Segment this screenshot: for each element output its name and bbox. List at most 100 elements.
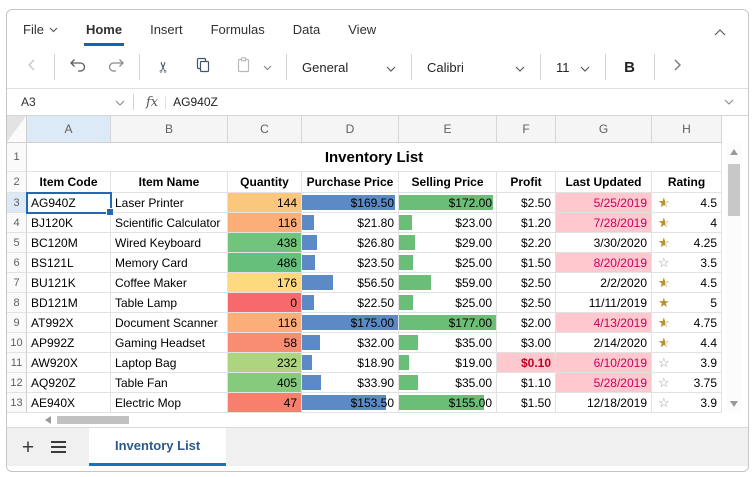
- cell-e4[interactable]: $23.00: [399, 213, 497, 233]
- cell-h9[interactable]: ☆★ 4.75: [652, 313, 722, 333]
- cell-h4[interactable]: ☆★ 4: [652, 213, 722, 233]
- cell-b8[interactable]: Table Lamp: [111, 293, 228, 313]
- row-header-1[interactable]: 1: [7, 143, 27, 172]
- cell-d6[interactable]: $23.50: [302, 253, 399, 273]
- header-cell-h2[interactable]: Rating: [652, 172, 722, 193]
- cell-b7[interactable]: Coffee Maker: [111, 273, 228, 293]
- header-cell-c2[interactable]: Quantity: [228, 172, 302, 193]
- cell-h13[interactable]: ☆ 3.9: [652, 393, 722, 413]
- header-cell-f2[interactable]: Profit: [497, 172, 556, 193]
- header-cell-e2[interactable]: Selling Price: [399, 172, 497, 193]
- cell-c5[interactable]: 438: [228, 233, 302, 253]
- column-header-h[interactable]: H: [652, 116, 722, 143]
- cell-b11[interactable]: Laptop Bag: [111, 353, 228, 373]
- cell-title[interactable]: Inventory List: [27, 143, 722, 172]
- paste-dropdown-button[interactable]: [257, 53, 277, 81]
- cell-h6[interactable]: ☆ 3.5: [652, 253, 722, 273]
- scroll-up-arrow-icon[interactable]: [730, 149, 738, 155]
- horizontal-scrollbar[interactable]: [7, 413, 748, 427]
- cell-d7[interactable]: $56.50: [302, 273, 399, 293]
- bold-button[interactable]: B: [624, 58, 635, 76]
- cell-h3[interactable]: ☆★ 4.5: [652, 193, 722, 213]
- cell-a10[interactable]: AP992Z: [27, 333, 111, 353]
- cell-e11[interactable]: $19.00: [399, 353, 497, 373]
- scroll-left-arrow-icon[interactable]: [45, 416, 51, 424]
- header-cell-a2[interactable]: Item Code: [27, 172, 111, 193]
- cell-a12[interactable]: AQ920Z: [27, 373, 111, 393]
- menu-view[interactable]: View: [346, 14, 378, 46]
- cell-d10[interactable]: $32.00: [302, 333, 399, 353]
- cell-g7[interactable]: 2/2/2020: [556, 273, 652, 293]
- row-header-2[interactable]: 2: [7, 172, 27, 193]
- column-header-c[interactable]: C: [228, 116, 302, 143]
- cell-g10[interactable]: 2/14/2020: [556, 333, 652, 353]
- cell-f13[interactable]: $1.50: [497, 393, 556, 413]
- cell-e7[interactable]: $59.00: [399, 273, 497, 293]
- cell-g13[interactable]: 12/18/2019: [556, 393, 652, 413]
- add-sheet-button[interactable]: +: [13, 432, 43, 462]
- expand-formula-bar-button[interactable]: [724, 99, 748, 105]
- redo-button[interactable]: [102, 53, 130, 81]
- cell-b5[interactable]: Wired Keyboard: [111, 233, 228, 253]
- row-header-5[interactable]: 5: [7, 233, 27, 253]
- cell-h8[interactable]: ★ 5: [652, 293, 722, 313]
- cell-e6[interactable]: $25.00: [399, 253, 497, 273]
- ribbon-scroll-left-button[interactable]: [17, 53, 45, 81]
- cell-h5[interactable]: ☆★ 4.25: [652, 233, 722, 253]
- column-header-d[interactable]: D: [302, 116, 399, 143]
- cell-b9[interactable]: Document Scanner: [111, 313, 228, 333]
- cell-c8[interactable]: 0: [228, 293, 302, 313]
- cell-d11[interactable]: $18.90: [302, 353, 399, 373]
- column-header-e[interactable]: E: [399, 116, 497, 143]
- column-header-g[interactable]: G: [556, 116, 652, 143]
- name-box[interactable]: A3: [7, 95, 133, 109]
- cell-e9[interactable]: $177.00: [399, 313, 497, 333]
- header-cell-b2[interactable]: Item Name: [111, 172, 228, 193]
- row-header-6[interactable]: 6: [7, 253, 27, 273]
- cell-b12[interactable]: Table Fan: [111, 373, 228, 393]
- cell-a4[interactable]: BJ120K: [27, 213, 111, 233]
- row-header-9[interactable]: 9: [7, 313, 27, 333]
- horizontal-scroll-thumb[interactable]: [57, 416, 129, 424]
- cell-c6[interactable]: 486: [228, 253, 302, 273]
- ribbon-scroll-right-button[interactable]: [664, 53, 692, 81]
- cell-g11[interactable]: 6/10/2019: [556, 353, 652, 373]
- cell-g6[interactable]: 8/20/2019: [556, 253, 652, 273]
- cell-b10[interactable]: Gaming Headset: [111, 333, 228, 353]
- cell-b13[interactable]: Electric Mop: [111, 393, 228, 413]
- cell-h11[interactable]: ☆ 3.9: [652, 353, 722, 373]
- number-format-dropdown[interactable]: General: [296, 60, 402, 75]
- cell-b6[interactable]: Memory Card: [111, 253, 228, 273]
- cell-c13[interactable]: 47: [228, 393, 302, 413]
- row-header-13[interactable]: 13: [7, 393, 27, 413]
- cell-a11[interactable]: AW920X: [27, 353, 111, 373]
- cell-a13[interactable]: AE940X: [27, 393, 111, 413]
- cell-f7[interactable]: $2.50: [497, 273, 556, 293]
- undo-button[interactable]: [64, 53, 92, 81]
- cell-e3[interactable]: $172.00: [399, 193, 497, 213]
- cell-f8[interactable]: $2.50: [497, 293, 556, 313]
- cell-f12[interactable]: $1.10: [497, 373, 556, 393]
- sheet-list-button[interactable]: [43, 432, 73, 462]
- cell-h10[interactable]: ☆★ 4.4: [652, 333, 722, 353]
- sheet-tab-inventory-list[interactable]: Inventory List: [89, 428, 227, 466]
- scroll-down-arrow-icon[interactable]: [730, 401, 738, 407]
- cell-b4[interactable]: Scientific Calculator: [111, 213, 228, 233]
- cell-c3[interactable]: 144: [228, 193, 302, 213]
- font-size-dropdown[interactable]: 11: [550, 60, 596, 75]
- row-header-3[interactable]: 3: [7, 193, 27, 213]
- cell-h12[interactable]: ☆ 3.75: [652, 373, 722, 393]
- collapse-ribbon-button[interactable]: [706, 18, 734, 46]
- menu-formulas[interactable]: Formulas: [209, 14, 267, 46]
- cell-g12[interactable]: 5/28/2019: [556, 373, 652, 393]
- header-cell-d2[interactable]: Purchase Price: [302, 172, 399, 193]
- cell-c10[interactable]: 58: [228, 333, 302, 353]
- cell-e13[interactable]: $155.00: [399, 393, 497, 413]
- cell-a6[interactable]: BS121L: [27, 253, 111, 273]
- cell-f9[interactable]: $2.00: [497, 313, 556, 333]
- cell-g5[interactable]: 3/30/2020: [556, 233, 652, 253]
- cell-d3[interactable]: $169.50: [302, 193, 399, 213]
- row-header-12[interactable]: 12: [7, 373, 27, 393]
- cell-d8[interactable]: $22.50: [302, 293, 399, 313]
- vertical-scrollbar[interactable]: [726, 143, 742, 413]
